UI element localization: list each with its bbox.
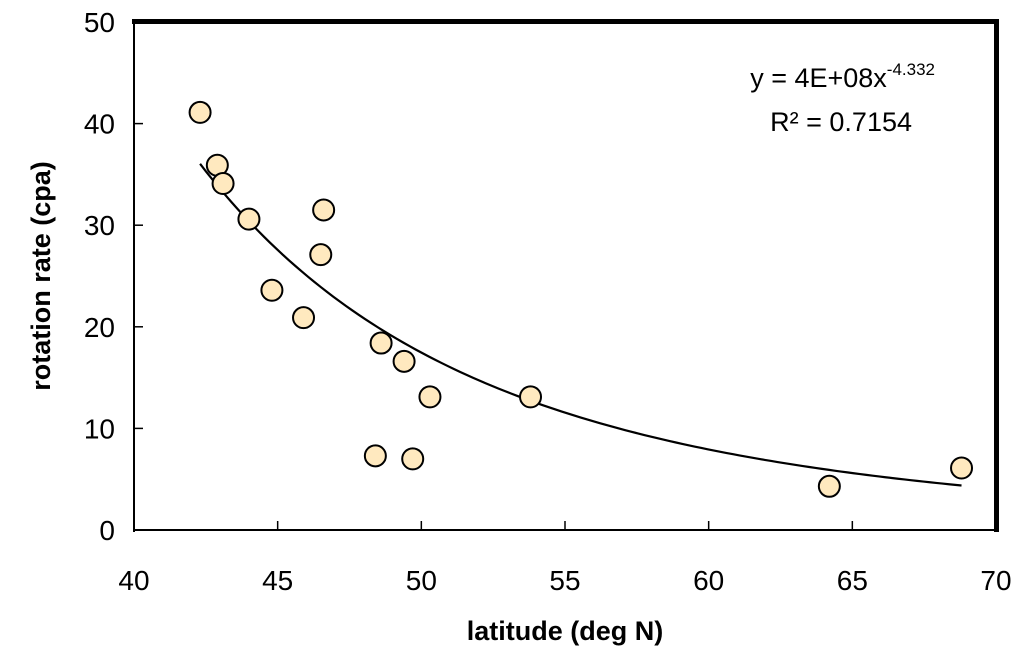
data-point [188,100,212,124]
plot-frame [132,19,999,532]
y-tick-label: 0 [99,515,115,546]
y-tick-label: 20 [84,312,115,343]
x-axis-title: latitude (deg N) [467,616,664,646]
x-tick-label: 45 [262,565,293,596]
trendline [199,163,962,487]
x-tick-label: 50 [406,565,437,596]
x-tick-label: 65 [837,565,868,596]
data-point [237,207,261,231]
data-point [950,456,974,480]
x-tick-label: 70 [980,565,1011,596]
x-tick-label: 40 [118,565,149,596]
equation-base: y = 4E+08x [750,63,887,93]
data-point [519,385,543,409]
y-tick-labels: 0 10 20 30 40 50 [84,7,115,546]
r-squared-label: R² = 0.7154 [770,107,912,137]
trendline-equation: y = 4E+08x-4.332 [750,60,935,93]
data-point [817,474,841,498]
equation-exponent: -4.332 [887,60,935,79]
data-point [211,172,235,196]
y-axis-title: rotation rate (cpa) [26,161,56,391]
x-tick-label: 60 [693,565,724,596]
y-tick-label: 50 [84,7,115,38]
y-tick-label: 40 [84,109,115,140]
data-point [312,198,336,222]
data-point [309,243,333,267]
data-point [392,349,416,373]
data-point [401,447,425,471]
x-tick-labels: 40 45 50 55 60 65 70 [118,565,1011,596]
data-points [188,100,974,498]
plot-area [134,22,996,530]
y-tick-label: 30 [84,210,115,241]
data-point [418,385,442,409]
data-point [292,306,316,330]
y-tick-label: 10 [84,413,115,444]
x-tick-label: 55 [549,565,580,596]
data-point [369,331,393,355]
data-point [363,444,387,468]
data-point [260,278,284,302]
